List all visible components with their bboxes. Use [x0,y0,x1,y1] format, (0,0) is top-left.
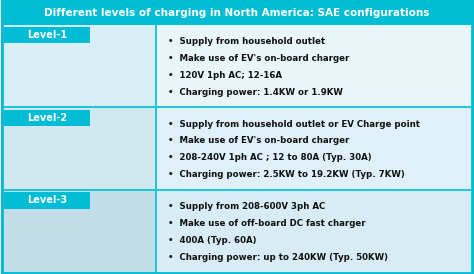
Text: •  Charging power: up to 240KW (Typ. 50KW): • Charging power: up to 240KW (Typ. 50KW… [168,253,388,262]
Bar [4,27,90,43]
Text: •  400A (Typ. 60A): • 400A (Typ. 60A) [168,236,257,245]
Bar [156,25,472,107]
Bar [2,1,472,25]
Text: •  Charging power: 2.5KW to 19.2KW (Typ. 7KW): • Charging power: 2.5KW to 19.2KW (Typ. … [168,170,405,179]
Bar [4,192,90,209]
Bar [4,110,90,126]
Text: Level-2: Level-2 [27,113,67,123]
Text: Different levels of charging in North America: SAE configurations: Different levels of charging in North Am… [44,8,430,18]
Text: •  Make use of EV's on-board charger: • Make use of EV's on-board charger [168,136,350,145]
Bar [156,190,472,273]
Text: Level-3: Level-3 [27,195,67,206]
Text: •  208-240V 1ph AC ; 12 to 80A (Typ. 30A): • 208-240V 1ph AC ; 12 to 80A (Typ. 30A) [168,153,372,162]
Text: •  Make use of off-board DC fast charger: • Make use of off-board DC fast charger [168,219,366,228]
Bar [156,107,472,190]
Bar [2,25,156,107]
Bar [2,190,156,273]
Text: Level-1: Level-1 [27,30,67,40]
Bar [2,107,156,190]
Text: •  Supply from household outlet: • Supply from household outlet [168,37,325,46]
Text: •  Make use of EV's on-board charger: • Make use of EV's on-board charger [168,54,350,63]
Text: •  Supply from 208-600V 3ph AC: • Supply from 208-600V 3ph AC [168,202,326,211]
Text: •  120V 1ph AC; 12-16A: • 120V 1ph AC; 12-16A [168,71,283,80]
Text: •  Charging power: 1.4KW or 1.9KW: • Charging power: 1.4KW or 1.9KW [168,88,343,97]
Text: •  Supply from household outlet or EV Charge point: • Supply from household outlet or EV Cha… [168,119,420,129]
